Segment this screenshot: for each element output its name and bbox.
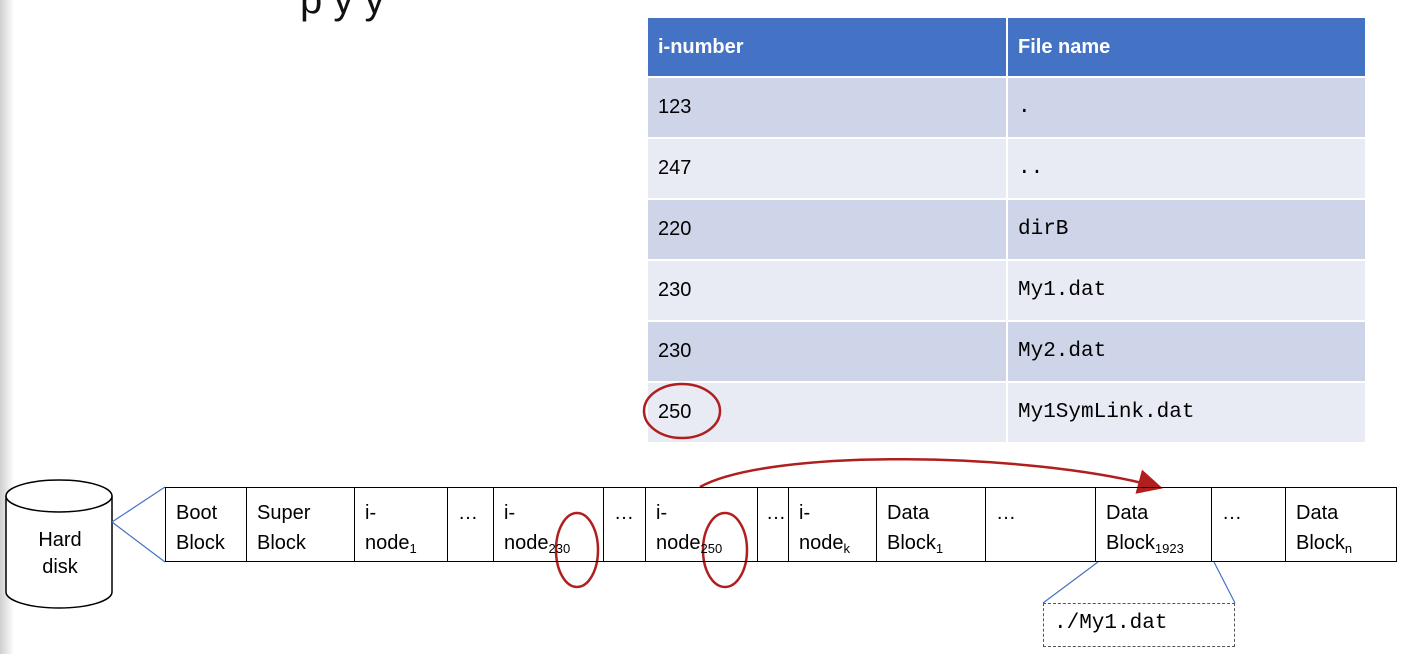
block-line2: Block1923 <box>1106 532 1184 556</box>
block-ellipsis: … <box>604 488 646 561</box>
block-line1: Super <box>257 502 311 524</box>
table-row: 250 My1SymLink.dat <box>648 382 1367 444</box>
directory-table: i-number File name 123 . 247 .. 220 dirB… <box>648 18 1367 444</box>
table-row: 220 dirB <box>648 199 1367 261</box>
block-line2: Block <box>257 532 306 554</box>
slide-title-fragment: p y y <box>300 0 385 22</box>
hard-disk-label: Hard disk <box>30 527 90 581</box>
block-line2: node1 <box>365 532 417 556</box>
disk-to-strip-connector <box>111 486 166 563</box>
block-data-n: Data Blockn <box>1286 488 1396 561</box>
block-line1: i- <box>504 502 516 524</box>
block-ellipsis: … <box>758 488 789 561</box>
block-line1: Data <box>1296 502 1339 524</box>
block-line1: i- <box>365 502 377 524</box>
inumber-250-highlight <box>642 382 722 440</box>
block-ellipsis: … <box>1212 488 1286 561</box>
block-line1: Data <box>887 502 930 524</box>
table-row: 123 . <box>648 77 1367 139</box>
block-inode-k: i- nodek <box>789 488 877 561</box>
block-line1: … <box>996 502 1016 524</box>
hard-disk-cylinder-icon <box>5 479 113 609</box>
symlink-pointer-arrow <box>699 458 1163 494</box>
block-line1: … <box>458 502 478 524</box>
block-line2: node250 <box>656 532 723 556</box>
filename-cell: dirB <box>1007 199 1367 261</box>
filename-cell: . <box>1007 77 1367 139</box>
disk-block-layout: Boot Block Super Block i- node1 … i- nod… <box>165 487 1397 562</box>
filename-cell: My1SymLink.dat <box>1007 382 1367 444</box>
block-boot: Boot Block <box>166 488 247 561</box>
block-inode-230: i- node230 <box>494 488 604 561</box>
datablock-callout-connector <box>1042 561 1236 604</box>
header-inumber: i-number <box>648 18 1008 78</box>
table-row: 230 My2.dat <box>648 321 1367 383</box>
inumber-cell: 220 <box>648 199 1008 261</box>
hard-disk-label-line2: disk <box>42 556 78 578</box>
block-line2: Block1 <box>887 532 944 556</box>
block-line2: node230 <box>504 532 571 556</box>
block-data-1: Data Block1 <box>877 488 986 561</box>
inode-230-highlight <box>554 511 600 589</box>
inumber-cell: 230 <box>648 321 1008 383</box>
block-line1: … <box>614 502 634 524</box>
block-inode-250: i- node250 <box>646 488 758 561</box>
block-super: Super Block <box>247 488 355 561</box>
block-ellipsis: … <box>448 488 494 561</box>
block-line2: nodek <box>799 532 850 556</box>
block-line1: … <box>1222 502 1242 524</box>
block-line1: Boot <box>176 502 218 524</box>
block-line2: Blockn <box>1296 532 1353 556</box>
block-line1: Data <box>1106 502 1149 524</box>
inumber-cell: 123 <box>648 77 1008 139</box>
table-row: 230 My1.dat <box>648 260 1367 322</box>
block-ellipsis: … <box>986 488 1096 561</box>
filename-cell: My2.dat <box>1007 321 1367 383</box>
block-data-1923: Data Block1923 <box>1096 488 1212 561</box>
block-line2: Block <box>176 532 225 554</box>
block-line1: i- <box>656 502 668 524</box>
filename-cell: My1.dat <box>1007 260 1367 322</box>
inode-250-highlight <box>701 511 749 589</box>
block-line1: … <box>766 502 786 524</box>
inumber-cell: 230 <box>648 260 1008 322</box>
block-inode-1: i- node1 <box>355 488 448 561</box>
inumber-cell: 247 <box>648 138 1008 200</box>
header-file-name: File name <box>1007 18 1367 78</box>
filename-cell: .. <box>1007 138 1367 200</box>
table-row: 247 .. <box>648 138 1367 200</box>
table-header-row: i-number File name <box>648 18 1367 78</box>
hard-disk-label-line1: Hard <box>38 529 82 551</box>
symlink-content-box: ./My1.dat <box>1043 603 1235 647</box>
block-line1: i- <box>799 502 811 524</box>
